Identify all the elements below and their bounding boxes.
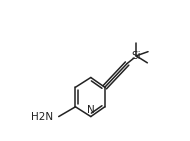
- Text: N: N: [87, 105, 95, 115]
- Text: H2N: H2N: [31, 112, 53, 122]
- Text: Si: Si: [131, 51, 141, 61]
